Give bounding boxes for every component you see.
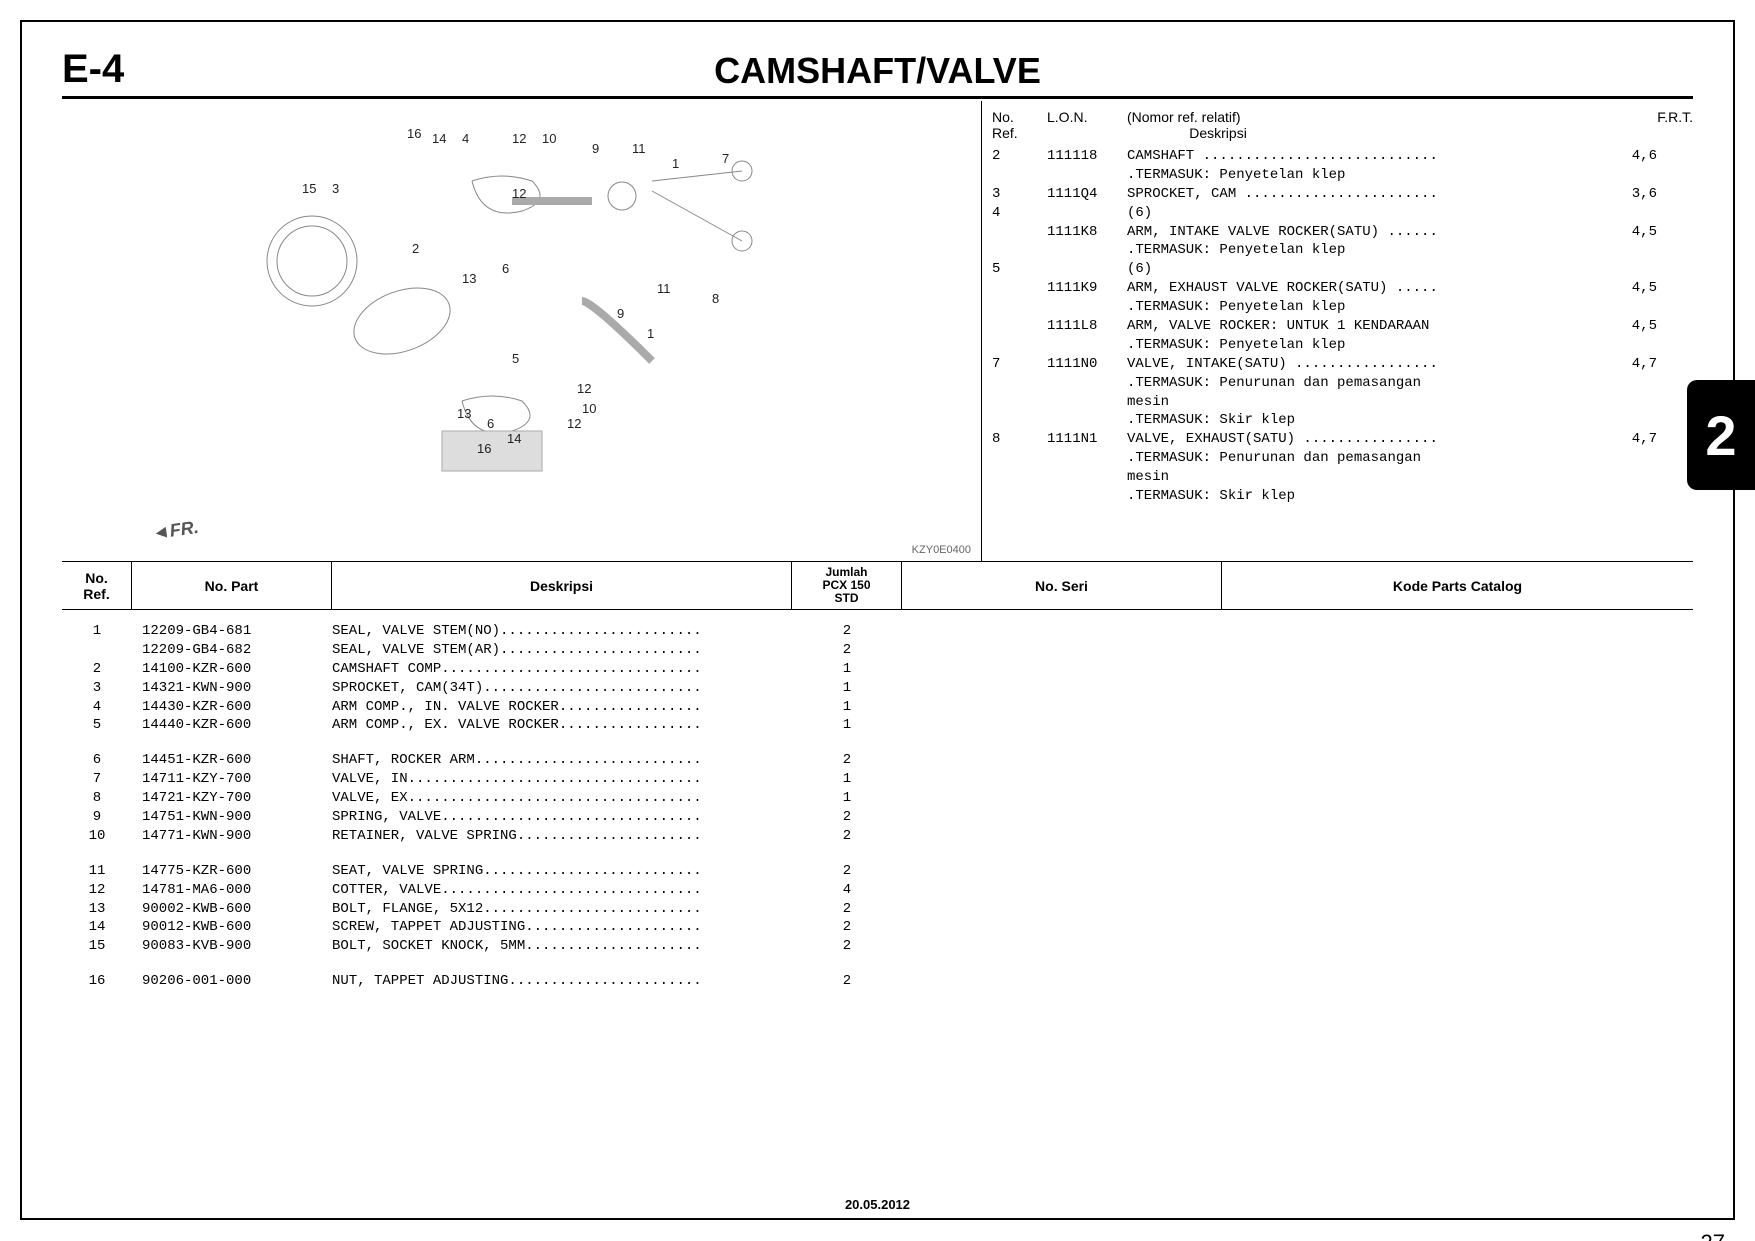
page-title: CAMSHAFT/VALVE [242,50,1693,92]
parts-table-header: No.Ref. No. Part Deskripsi Jumlah PCX 15… [62,562,1693,610]
callout: 12 [567,416,581,431]
lon-header-lon: L.O.N. [1047,109,1127,141]
callout: 3 [332,181,339,196]
table-row: 1114775-KZR-600SEAT, VALVE SPRING.......… [62,862,1693,881]
callout: 11 [657,281,671,296]
page-header: E-4 CAMSHAFT/VALVE [62,47,1693,99]
table-row: 1390002-KWB-600BOLT, FLANGE, 5X12.......… [62,900,1693,919]
table-row: 914751-KWN-900SPRING, VALVE.............… [62,808,1693,827]
parts-table-body: 112209-GB4-681SEAL, VALVE STEM(NO)......… [62,610,1693,991]
table-row: 1014771-KWN-900RETAINER, VALVE SPRING...… [62,827,1693,846]
lon-header-desc: (Nomor ref. relatif) Deskripsi [1127,109,1633,141]
table-row: 1590083-KVB-900BOLT, SOCKET KNOCK, 5MM..… [62,937,1693,956]
callout: 4 [462,131,469,146]
callout: 14 [432,131,446,146]
callout: 12 [512,186,526,201]
callout: 16 [407,126,421,141]
table-row: 112209-GB4-681SEAL, VALVE STEM(NO)......… [62,622,1693,641]
table-row: 414430-KZR-600ARM COMP., IN. VALVE ROCKE… [62,698,1693,717]
table-row: 1490012-KWB-600SCREW, TAPPET ADJUSTING..… [62,918,1693,937]
callout: 13 [457,406,471,421]
footer-date: 20.05.2012 [22,1197,1733,1212]
page-number: 27 [1701,1230,1725,1241]
callout: 6 [487,416,494,431]
th-seri: No. Seri [902,562,1222,609]
lon-header: No.Ref. L.O.N. (Nomor ref. relatif) Desk… [992,109,1693,147]
table-row: 1214781-MA6-000COTTER, VALVE............… [62,881,1693,900]
lon-table: No.Ref. L.O.N. (Nomor ref. relatif) Desk… [982,101,1693,561]
callout: 16 [477,441,491,456]
lon-header-ref: No.Ref. [992,109,1047,141]
lon-rows: 2111118CAMSHAFT ........................… [992,147,1693,506]
th-part: No. Part [132,562,332,609]
callout: 14 [507,431,521,446]
table-row: 714711-KZY-700VALVE, IN.................… [62,770,1693,789]
callout: 10 [582,401,596,416]
table-row: 12209-GB4-682SEAL, VALVE STEM(AR).......… [62,641,1693,660]
callout: 11 [632,141,646,156]
diagram-placeholder [182,121,832,521]
callout: 10 [542,131,556,146]
callout: 12 [512,131,526,146]
section-code: E-4 [62,47,242,92]
section-tab: 2 [1687,380,1755,490]
th-ref: No.Ref. [62,562,132,609]
table-row: 514440-KZR-600ARM COMP., EX. VALVE ROCKE… [62,716,1693,735]
table-row: 1690206-001-000NUT, TAPPET ADJUSTING....… [62,972,1693,991]
catalog-page: E-4 CAMSHAFT/VALVE ◄FR. [20,20,1735,1220]
table-row: 814721-KZY-700VALVE, EX.................… [62,789,1693,808]
callout: 15 [302,181,316,196]
th-desc: Deskripsi [332,562,792,609]
callout: 2 [412,241,419,256]
diagram-code: KZY0E0400 [912,544,971,556]
callout: 13 [462,271,476,286]
callout: 9 [617,306,624,321]
callout: 1 [647,326,654,341]
th-kode: Kode Parts Catalog [1222,562,1693,609]
parts-table: No.Ref. No. Part Deskripsi Jumlah PCX 15… [62,561,1693,991]
callout: 8 [712,291,719,306]
callout: 9 [592,141,599,156]
callout: 7 [722,151,729,166]
callout: 1 [672,156,679,171]
callout: 5 [512,351,519,366]
diagram-svg [182,121,832,521]
th-qty: Jumlah PCX 150 STD [792,562,902,609]
table-row: 214100-KZR-600CAMSHAFT COMP.............… [62,660,1693,679]
top-area: ◄FR. [62,101,1693,561]
lon-header-frt: F.R.T. [1633,109,1693,141]
callout: 6 [502,261,509,276]
table-row: 614451-KZR-600SHAFT, ROCKER ARM.........… [62,751,1693,770]
exploded-diagram: ◄FR. [62,101,982,561]
table-row: 314321-KWN-900SPROCKET, CAM(34T)........… [62,679,1693,698]
callout: 12 [577,381,591,396]
